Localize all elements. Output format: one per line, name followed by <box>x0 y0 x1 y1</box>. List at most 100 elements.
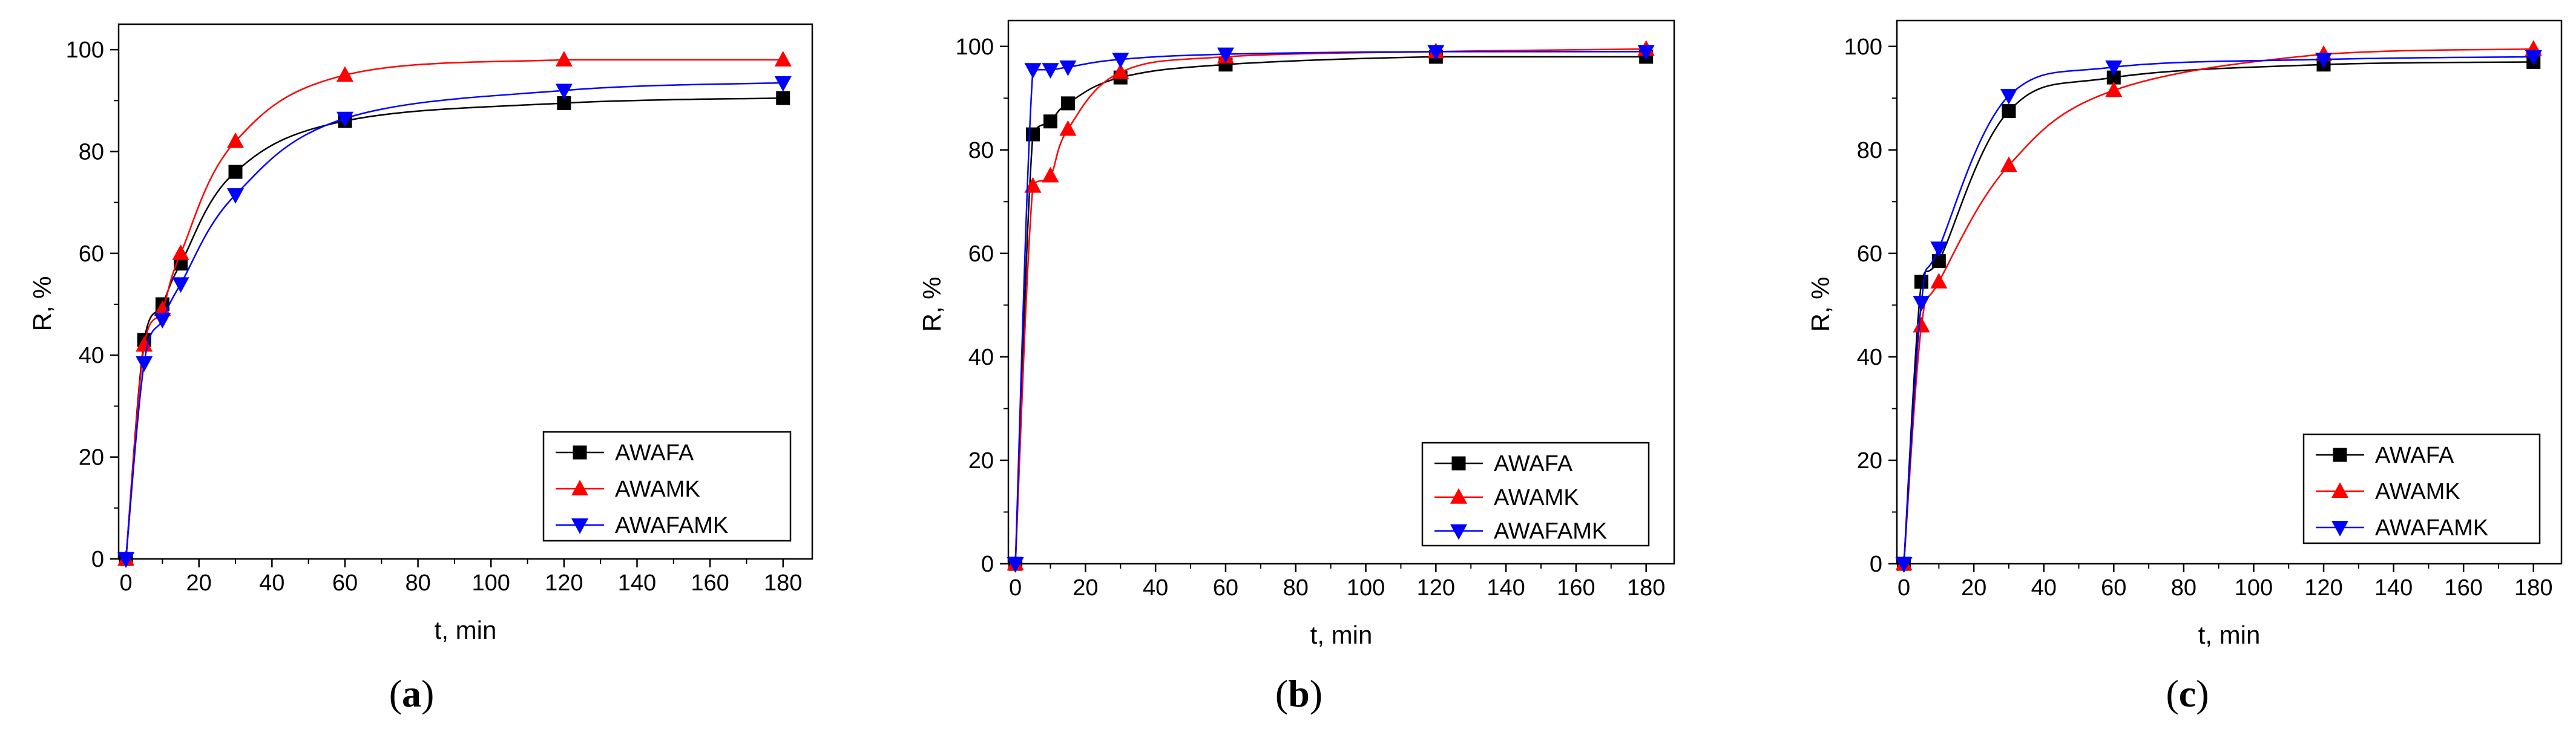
data-point-awafamk <box>1637 45 1655 61</box>
legend-label-awafamk: AWAFAMK <box>2375 515 2488 541</box>
data-point-awamk <box>555 51 573 67</box>
legend-label-awamk: AWAMK <box>615 477 700 502</box>
x-tick-label: 80 <box>405 570 430 596</box>
x-tick-label: 80 <box>1283 575 1309 601</box>
x-tick-label: 140 <box>618 570 656 596</box>
fit-curve-awamk <box>1903 48 2534 564</box>
data-point-awamk <box>226 132 245 148</box>
data-point-awafamk <box>1217 47 1234 64</box>
data-point-awafamk <box>1930 241 1948 258</box>
y-tick-label: 40 <box>79 343 104 368</box>
legend-marker <box>571 480 589 495</box>
plot-frame <box>117 23 813 560</box>
y-tick-label: 60 <box>968 241 994 267</box>
data-point-awamk <box>1112 63 1129 79</box>
caption-open: ( <box>2166 672 2178 715</box>
data-point-awafamk <box>1427 45 1445 61</box>
data-point-awafa <box>1026 127 1040 142</box>
data-point-awamk <box>1059 120 1077 136</box>
data-point-awafamk <box>136 356 153 372</box>
x-tick-label: 20 <box>1961 575 1986 601</box>
data-point-awafa <box>228 165 243 179</box>
x-tick-label: 120 <box>545 570 583 596</box>
x-tick-label: 20 <box>1073 575 1098 601</box>
caption-open: ( <box>1275 672 1288 715</box>
y-tick-label: 100 <box>66 38 104 63</box>
data-point-awafa <box>776 91 790 105</box>
caption-open: ( <box>389 672 402 715</box>
caption-close: ) <box>421 672 434 715</box>
x-tick-label: 180 <box>2514 575 2552 601</box>
data-point-awamk <box>1913 316 1930 333</box>
data-point-awafa <box>1043 114 1057 129</box>
caption-letter: b <box>1288 672 1310 715</box>
legend-marker <box>573 445 587 460</box>
data-point-awafamk <box>1024 63 1042 79</box>
x-tick-label: 20 <box>186 570 212 596</box>
x-tick-label: 60 <box>332 570 358 596</box>
data-point-awafa <box>1914 275 1928 289</box>
legend-label-awafa: AWAFA <box>2375 443 2454 468</box>
x-tick-label: 180 <box>1627 575 1665 601</box>
y-axis-label: R, % <box>918 276 946 331</box>
data-point-awafamk <box>117 552 135 568</box>
data-point-awafamk <box>2525 50 2542 66</box>
x-tick-label: 140 <box>2374 575 2413 601</box>
caption-close: ) <box>2196 672 2209 715</box>
data-point-awafamk <box>154 313 171 329</box>
y-tick-label: 100 <box>956 34 994 60</box>
x-tick-label: 0 <box>1898 575 1910 601</box>
x-tick-label: 40 <box>1143 575 1168 601</box>
x-tick-label: 180 <box>764 570 802 596</box>
caption-letter: a <box>402 672 421 715</box>
data-point-awamk <box>1024 177 1042 193</box>
y-tick-label: 20 <box>968 448 994 474</box>
data-point-awamk <box>1930 273 1948 289</box>
data-point-awafamk <box>1895 557 1913 573</box>
data-point-awafamk <box>1913 296 1930 312</box>
chart-panel-1: 0 20 40 60 80 100 120 140 160 180 0 20 40 60 80 100 t, m… <box>918 19 1675 715</box>
y-tick-label: 80 <box>79 139 104 165</box>
legend-marker <box>1450 488 1468 504</box>
y-tick-label: 20 <box>79 445 104 471</box>
legend-marker <box>2331 521 2349 537</box>
data-point-awafamk <box>1112 53 1129 68</box>
chart-panel-0: 0 20 40 60 80 100 120 140 160 180 0 20 40 60 80 100 t, m… <box>28 23 813 715</box>
x-tick-label: 160 <box>1557 575 1595 601</box>
y-tick-label: 60 <box>79 241 104 267</box>
data-point-awamk <box>1042 166 1059 183</box>
legend-marker <box>1451 456 1466 471</box>
legend-label-awamk: AWAMK <box>2375 479 2460 504</box>
y-tick-label: 0 <box>1870 552 1882 577</box>
chart-panel-2: 0 20 40 60 80 100 120 140 160 180 0 20 40 60 80 100 t, m… <box>1806 19 2563 715</box>
data-point-awafamk <box>226 188 245 204</box>
data-point-awafamk <box>774 76 792 92</box>
x-tick-label: 0 <box>1009 575 1022 601</box>
y-tick-label: 40 <box>968 345 994 370</box>
legend-label-awafa: AWAFA <box>615 440 694 466</box>
legend-label-awamk: AWAMK <box>1494 485 1579 511</box>
data-point-awafamk <box>2000 89 2017 105</box>
y-tick-label: 20 <box>1857 448 1882 474</box>
legend-label-awafa: AWAFA <box>1494 451 1573 477</box>
x-tick-label: 60 <box>1213 575 1238 601</box>
y-tick-label: 40 <box>1857 345 1882 370</box>
x-tick-label: 40 <box>2031 575 2057 601</box>
x-tick-label: 120 <box>1417 575 1455 601</box>
y-tick-label: 60 <box>1857 241 1882 267</box>
legend-marker <box>2331 482 2349 498</box>
data-point-awafamk <box>336 111 354 128</box>
data-point-awafamk <box>1007 557 1024 573</box>
y-tick-label: 100 <box>1844 34 1882 60</box>
y-axis-label: R, % <box>1806 276 1835 331</box>
data-point-awamk <box>336 66 354 82</box>
panel-caption: (b) <box>1275 672 1322 715</box>
x-tick-label: 100 <box>472 570 510 596</box>
legend-marker <box>571 518 589 534</box>
data-point-awamk <box>774 51 792 67</box>
legend-label-awafamk: AWAFAMK <box>615 513 728 538</box>
x-tick-label: 60 <box>2101 575 2126 601</box>
data-point-awafamk <box>172 277 189 293</box>
caption-letter: c <box>2179 672 2196 715</box>
